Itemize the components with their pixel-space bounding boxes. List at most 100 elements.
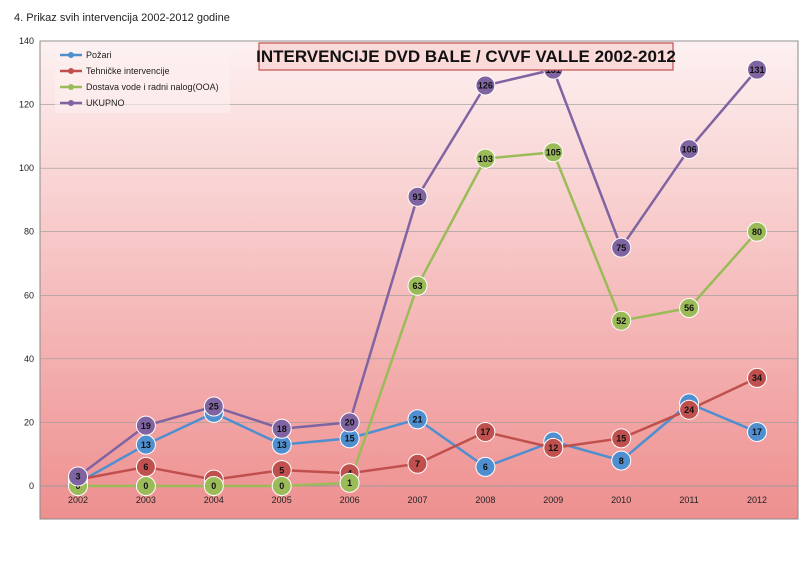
data-label: 17: [752, 427, 762, 437]
data-label: 21: [412, 414, 422, 424]
data-label: 0: [279, 481, 284, 491]
legend-marker: [68, 68, 74, 74]
x-axis: 2002 2003 2004 2005 2006 2007 2008 2009 2010 2011…: [68, 495, 767, 505]
data-point: [475, 456, 496, 477]
legend-marker: [68, 100, 74, 106]
data-point: [135, 415, 156, 436]
data-label: 15: [616, 434, 626, 444]
data-label: 18: [277, 424, 287, 434]
data-point: [679, 298, 700, 318]
y-tick-label: 40: [24, 354, 34, 364]
y-tick-label: 140: [19, 36, 34, 46]
data-label: 75: [616, 243, 626, 253]
data-label: 103: [478, 154, 493, 164]
data-label: 0: [143, 481, 148, 491]
y-tick-label: 60: [24, 290, 34, 300]
data-label: 3: [75, 472, 80, 482]
data-point: [679, 139, 700, 160]
data-point: [271, 476, 292, 496]
x-tick-label: 2002: [68, 495, 88, 505]
data-label: 91: [412, 192, 422, 202]
data-point: [203, 476, 224, 496]
x-tick-label: 2008: [475, 495, 495, 505]
y-tick-label: 120: [19, 100, 34, 110]
x-tick-label: 2012: [747, 495, 767, 505]
data-label: 126: [478, 81, 493, 91]
data-point: [407, 453, 428, 474]
data-point: [543, 437, 564, 458]
legend-label: UKUPNO: [86, 98, 125, 108]
data-point: [611, 310, 632, 331]
data-label: 6: [143, 462, 148, 472]
data-point: [407, 275, 428, 296]
data-point: [611, 450, 632, 471]
legend-box: [55, 46, 230, 113]
data-label: 20: [345, 418, 355, 428]
data-point: [747, 59, 767, 80]
data-label: 106: [682, 144, 697, 154]
data-point: [679, 399, 700, 420]
legend-label: Tehničke intervencije: [86, 66, 170, 76]
legend: Požari Tehničke intervencije Dostava vode …: [55, 46, 230, 113]
series-2-markers: 0000163103105525680: [68, 142, 767, 496]
x-tick-label: 2004: [204, 495, 224, 505]
data-point: [475, 148, 496, 169]
data-label: 0: [211, 481, 216, 491]
data-label: 63: [412, 281, 422, 291]
data-label: 105: [546, 147, 561, 157]
data-point: [475, 75, 496, 96]
data-label: 15: [345, 434, 355, 444]
data-point: [747, 421, 767, 442]
x-tick-label: 2007: [407, 495, 427, 505]
y-tick-label: 0: [29, 481, 34, 491]
y-tick-label: 20: [24, 417, 34, 427]
data-point: [611, 237, 632, 258]
y-tick-label: 100: [19, 163, 34, 173]
data-point: [203, 396, 224, 417]
data-point: [68, 466, 88, 487]
data-point: [747, 221, 767, 242]
legend-marker: [68, 84, 74, 90]
legend-label: Dostava vode i radni nalog(OOA): [86, 82, 219, 92]
data-label: 24: [684, 405, 694, 415]
data-point: [543, 142, 564, 163]
chart-title-box: INTERVENCIJE DVD BALE / CVVF VALLE 2002-…: [256, 42, 676, 71]
data-label: 1: [347, 478, 352, 488]
data-label: 13: [141, 440, 151, 450]
data-label: 8: [619, 456, 624, 466]
x-tick-label: 2006: [340, 495, 360, 505]
series-3-markers: 3 19 25 18 20 91 126 13 17 5 106 13 1: [68, 59, 767, 487]
data-label: 80: [752, 227, 762, 237]
data-label: 34: [752, 373, 762, 383]
data-point: [339, 472, 360, 493]
data-label: 25: [209, 402, 219, 412]
x-tick-label: 2003: [136, 495, 156, 505]
data-point: [339, 412, 360, 433]
legend-marker: [68, 52, 74, 58]
data-point: [407, 409, 428, 430]
y-axis: 0 20 40 60 80 100 120 140: [19, 36, 34, 491]
data-point: [407, 186, 428, 207]
data-label: 6: [483, 462, 488, 472]
data-label: 56: [684, 303, 694, 313]
chart-title: INTERVENCIJE DVD BALE / CVVF VALLE 2002-…: [256, 47, 676, 66]
data-label: 52: [616, 316, 626, 326]
legend-label: Požari: [86, 50, 112, 60]
x-tick-label: 2011: [679, 495, 698, 505]
series-group: 1132313152161482617262547171215243400001…: [68, 59, 767, 496]
data-point: [611, 428, 632, 449]
data-point: [271, 418, 292, 439]
data-point: [747, 367, 767, 388]
x-tick-label: 2010: [611, 495, 631, 505]
data-label: 13: [277, 440, 287, 450]
data-label: 7: [415, 459, 420, 469]
data-label: 17: [480, 427, 490, 437]
data-point: [135, 476, 156, 496]
data-label: 5: [279, 465, 284, 475]
data-label: 19: [141, 421, 151, 431]
data-point: [475, 421, 496, 442]
x-tick-label: 2005: [272, 495, 292, 505]
page-caption: 4. Prikaz svih intervencija 2002-2012 go…: [14, 12, 230, 24]
y-tick-label: 80: [24, 227, 34, 237]
